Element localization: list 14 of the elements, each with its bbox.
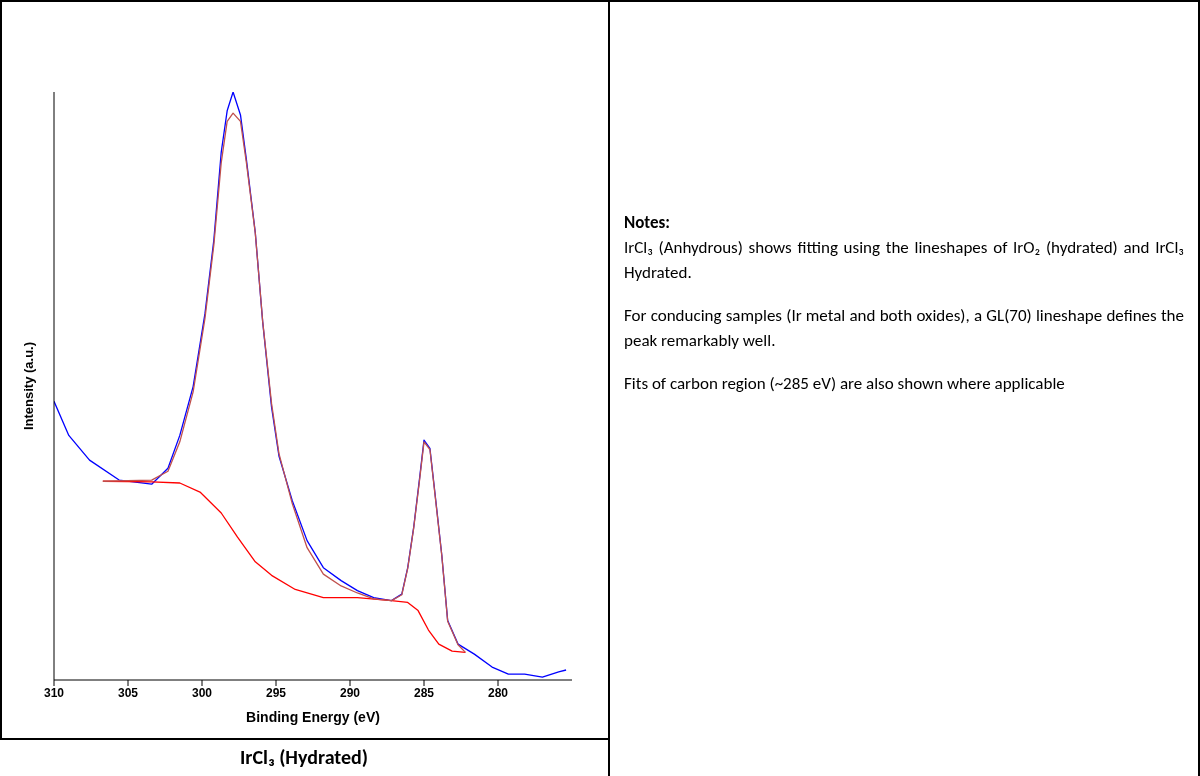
x-tick-label: 290 [339,685,361,700]
x-axis-title: Binding Energy (eV) [246,709,380,725]
x-tick-label: 300 [191,685,213,700]
x-tick-label: 305 [117,685,139,700]
x-tick-label: 285 [413,685,435,700]
y-axis-title: Intensity (a.u.) [20,341,36,431]
text: IrCl₃ (Hydrated) [238,744,370,771]
text: Fits of carbon region (~285 eV) are also shown where applicable [624,372,1066,396]
text: IrCl₃ (Anhydrous) shows fitting using the lineshapes of IrO₂ (hydrated) and IrCl₃ Hydrated. [624,236,1184,285]
text: Notes: [624,211,672,235]
x-tick-label: 295 [265,685,287,700]
x-tick-label: 310 [43,685,65,700]
text: For conducing samples (Ir metal and both oxides), a GL(70) lineshape defines the peak remarkably well. [624,304,1184,353]
x-tick-label: 280 [487,685,509,700]
